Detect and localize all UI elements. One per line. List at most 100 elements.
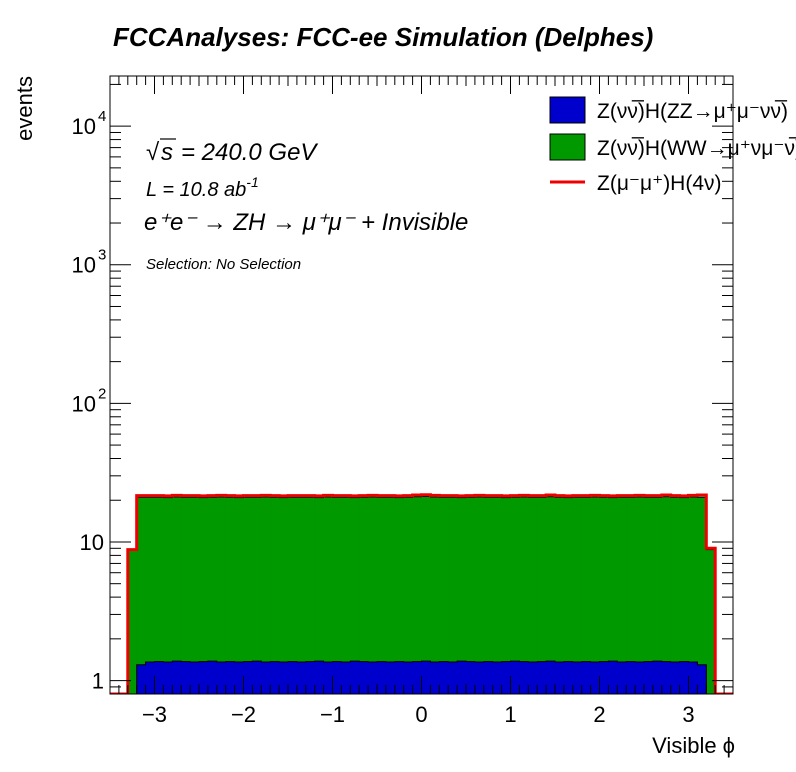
process-annotation: e⁺e⁻ → ZH → μ⁺μ⁻ + Invisible — [144, 209, 468, 236]
blue-bin — [199, 661, 209, 694]
green-bin — [385, 497, 396, 694]
green-bin — [590, 497, 600, 694]
green-bin — [528, 497, 538, 694]
plot-area — [110, 493, 733, 694]
legend-swatch — [549, 96, 586, 124]
green-bin — [199, 497, 209, 694]
green-bin — [706, 549, 716, 694]
green-bin — [154, 497, 164, 694]
blue-bin — [288, 661, 298, 694]
blue-bin — [412, 661, 422, 694]
blue-bin — [332, 661, 342, 694]
y-tick-label: 10 — [72, 114, 96, 139]
blue-bin — [546, 661, 556, 694]
blue-bin — [519, 661, 529, 694]
blue-bin — [457, 661, 467, 694]
luminosity-text: L = 10.8 ab — [146, 179, 246, 201]
blue-bin — [679, 661, 689, 694]
blue-bin — [635, 662, 645, 694]
legend-label: Z(νν̅)H(WW→μ⁺νμ⁻ν̅) — [597, 137, 796, 160]
blue-bin — [377, 661, 387, 694]
green-bin — [350, 497, 360, 694]
blue-bin — [466, 661, 476, 694]
y-tick-label: 10 — [72, 253, 96, 278]
green-bin — [617, 497, 627, 694]
blue-bin — [270, 661, 280, 694]
green-bin — [644, 497, 654, 694]
blue-bin — [368, 662, 378, 694]
green-bin — [234, 497, 244, 694]
green-bin — [323, 497, 333, 694]
green-bin — [581, 497, 591, 694]
legend-label: Z(μ⁻μ⁺)H(4ν) — [597, 172, 722, 195]
blue-bin — [216, 662, 227, 694]
green-bin — [439, 497, 449, 694]
x-axis-label: Visible ϕ — [652, 733, 735, 758]
blue-bin — [403, 662, 413, 694]
blue-bin — [261, 662, 271, 694]
blue-bin — [243, 661, 253, 694]
blue-bin — [181, 661, 191, 694]
y-axis-label: events — [12, 76, 37, 141]
green-bin — [626, 497, 636, 694]
green-bin — [332, 497, 342, 694]
blue-bin — [501, 661, 511, 694]
sqrt-s-annotation: √ s = 240.0 GeV — [146, 138, 318, 166]
y-tick-label: 1 — [92, 669, 104, 694]
legend-swatch — [549, 133, 586, 161]
x-tick-label: −1 — [320, 702, 345, 727]
green-bin — [136, 497, 146, 694]
blue-bin — [305, 661, 316, 694]
green-bin — [377, 497, 387, 694]
blue-bin — [172, 661, 182, 694]
green-bin — [225, 497, 235, 694]
green-bin — [279, 497, 289, 694]
green-bin — [608, 497, 618, 694]
x-tick-label: 1 — [504, 702, 516, 727]
green-bin — [670, 497, 680, 694]
green-bin — [599, 497, 609, 694]
sqrt-s-letter: s — [161, 139, 173, 166]
blue-bin — [207, 661, 218, 694]
green-bin — [394, 497, 405, 694]
green-bin — [635, 497, 645, 694]
green-bin — [661, 496, 672, 694]
blue-bin — [652, 661, 663, 694]
blue-bin — [581, 661, 591, 694]
blue-bin — [234, 662, 244, 694]
blue-bin — [555, 662, 565, 694]
green-bin — [163, 497, 173, 694]
sqrt-symbol: √ — [146, 139, 160, 166]
green-bin — [421, 496, 431, 694]
blue-bin — [225, 661, 235, 694]
blue-bin — [279, 662, 289, 694]
green-bin — [296, 497, 307, 694]
blue-bin — [385, 662, 396, 694]
green-bin — [412, 496, 422, 694]
blue-bin — [528, 662, 538, 694]
green-bin — [510, 497, 520, 694]
green-bin — [501, 497, 511, 694]
green-bin — [368, 497, 378, 694]
blue-bin — [563, 661, 574, 694]
blue-bin — [323, 662, 333, 694]
green-bin — [172, 497, 182, 694]
blue-bin — [572, 662, 583, 694]
green-bin — [145, 497, 155, 694]
y-tick-exponent: 4 — [98, 108, 106, 125]
selection-annotation: Selection: No Selection — [146, 256, 301, 273]
green-bin — [243, 497, 253, 694]
green-bin — [492, 497, 502, 694]
green-bin — [305, 497, 316, 694]
y-tick-label: 10 — [72, 391, 96, 416]
blue-bin-outline — [110, 660, 733, 694]
green-bin — [270, 497, 280, 694]
chart-title: FCCAnalyses: FCC-ee Simulation (Delphes) — [113, 22, 653, 52]
green-bin — [537, 497, 547, 694]
blue-bin — [359, 661, 369, 694]
blue-bin — [608, 661, 618, 694]
blue-bin — [537, 661, 547, 694]
green-bin — [457, 497, 467, 694]
blue-bin — [296, 662, 307, 694]
